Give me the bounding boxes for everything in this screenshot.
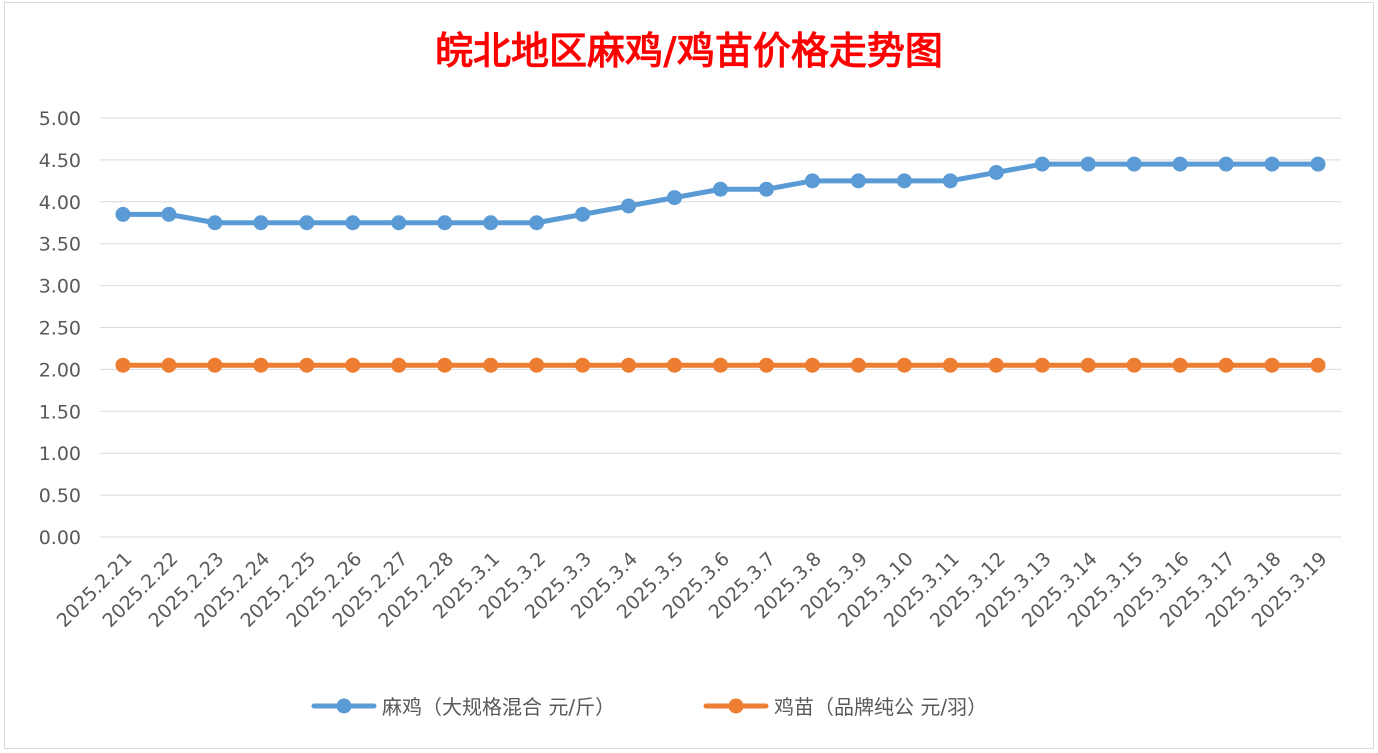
data-point (1218, 156, 1234, 172)
data-point (1264, 156, 1280, 172)
chart-title: 皖北地区麻鸡/鸡苗价格走势图 (435, 28, 943, 73)
data-point (345, 357, 361, 373)
data-point (299, 357, 315, 373)
y-tick-label: 5.00 (39, 108, 81, 130)
data-point (1034, 156, 1050, 172)
data-point (207, 215, 223, 231)
data-point (896, 357, 912, 373)
data-point (850, 357, 866, 373)
y-tick-label: 0.00 (39, 527, 81, 549)
data-point (207, 357, 223, 373)
data-point (1264, 357, 1280, 373)
x-axis-ticks: 2025.2.212025.2.222025.2.232025.2.242025… (53, 548, 1332, 632)
data-point (437, 357, 453, 373)
data-point (483, 215, 499, 231)
data-point (253, 215, 269, 231)
data-point (621, 198, 637, 214)
data-point (758, 181, 774, 197)
data-point (529, 357, 545, 373)
data-point (575, 206, 591, 222)
data-point (804, 357, 820, 373)
y-axis-ticks: 0.00 0.50 1.00 1.50 2.00 2.50 3.00 3.50 4.00 4.50… (39, 108, 81, 549)
data-point (1172, 156, 1188, 172)
y-tick-label: 1.00 (39, 443, 81, 465)
data-point (942, 173, 958, 189)
legend-swatch-marker (728, 698, 744, 714)
y-tick-label: 3.50 (39, 234, 81, 256)
data-point (942, 357, 958, 373)
legend-entry-1: 麻鸡（大规格混合 元/斤） (311, 695, 615, 719)
data-point (667, 190, 683, 206)
data-point (299, 215, 315, 231)
legend-label: 鸡苗（品牌纯公 元/羽） (774, 695, 987, 719)
data-point (621, 357, 637, 373)
data-point (1172, 357, 1188, 373)
data-point (713, 181, 728, 197)
y-tick-label: 3.00 (39, 276, 81, 298)
y-tick-label: 1.50 (39, 401, 81, 423)
data-point (804, 173, 820, 189)
data-point (391, 215, 407, 231)
data-point (115, 357, 131, 373)
data-point (1034, 357, 1050, 373)
data-point (1126, 156, 1142, 172)
data-point (437, 215, 453, 231)
data-point (758, 357, 774, 373)
data-point (391, 357, 407, 373)
data-point (1310, 156, 1326, 172)
chart-frame (4, 2, 1374, 749)
data-point (896, 173, 912, 189)
data-point (1310, 357, 1326, 373)
gridlines (100, 117, 1341, 538)
y-tick-label: 4.50 (39, 150, 81, 172)
y-tick-label: 4.00 (39, 192, 81, 214)
data-point (115, 206, 131, 222)
data-point (667, 357, 683, 373)
data-point (1080, 357, 1096, 373)
data-point (988, 164, 1004, 180)
legend-label: 麻鸡（大规格混合 元/斤） (382, 695, 615, 719)
y-tick-label: 2.00 (39, 359, 81, 381)
data-point (575, 357, 591, 373)
legend: 麻鸡（大规格混合 元/斤） 鸡苗（品牌纯公 元/羽） (311, 695, 987, 719)
data-point (850, 173, 866, 189)
data-point (345, 215, 361, 231)
data-point (483, 357, 499, 373)
y-tick-label: 2.50 (39, 318, 81, 340)
data-point (1218, 357, 1234, 373)
data-point (161, 206, 177, 222)
data-point (1080, 156, 1096, 172)
data-point (988, 357, 1004, 373)
data-point (1126, 357, 1142, 373)
y-tick-label: 0.50 (39, 485, 81, 507)
data-point (253, 357, 269, 373)
series-layer (115, 156, 1326, 373)
legend-entry-2: 鸡苗（品牌纯公 元/羽） (703, 695, 987, 719)
data-point (161, 357, 177, 373)
series-2 (115, 357, 1326, 373)
legend-swatch-marker (336, 698, 352, 714)
data-point (713, 357, 728, 373)
series-1 (115, 156, 1326, 231)
data-point (529, 215, 545, 231)
